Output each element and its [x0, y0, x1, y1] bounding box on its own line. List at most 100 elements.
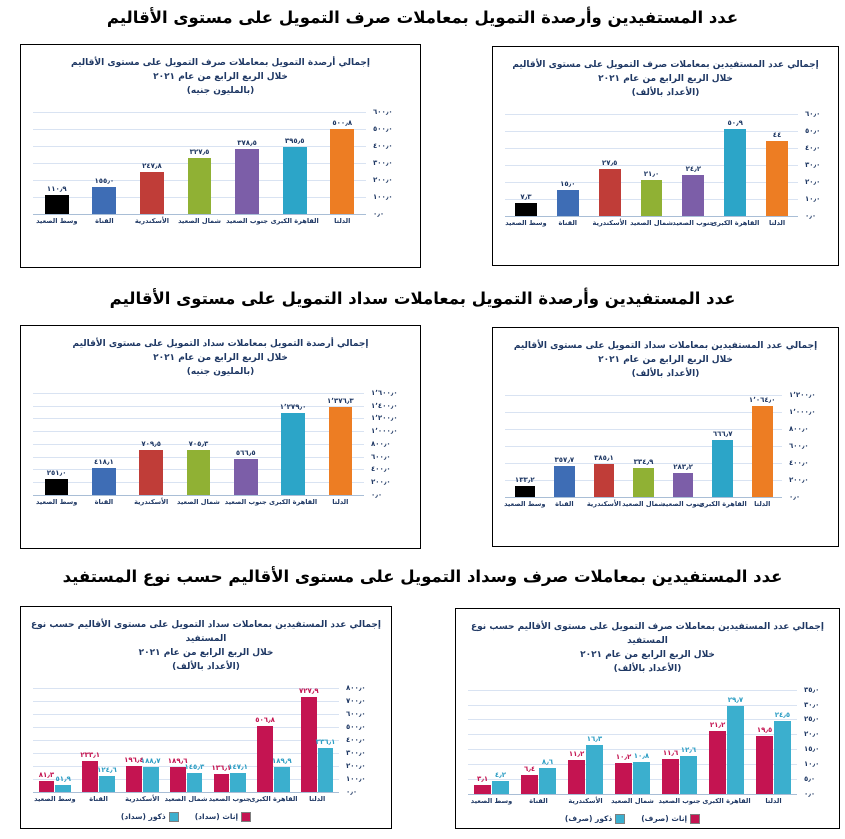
gridline [33, 111, 366, 113]
value-label: ٣٥٧٫٧ [554, 456, 575, 465]
category-column: ٧٠٩٫٥ [128, 393, 175, 495]
category-label: القناة [81, 217, 129, 225]
value-label: ١٨٨٫٧ [140, 757, 161, 766]
gridline [505, 147, 798, 149]
bar [680, 756, 697, 794]
chart-title-line: (الأعداد بالألف) [631, 87, 700, 98]
category-label: شمال الصعيد [630, 219, 673, 227]
y-tick-label: ٢٥٫٠ [804, 715, 820, 724]
category-label: شمال الصعيد [175, 498, 222, 506]
category-label: الأسكندرية [120, 795, 164, 803]
category-label-text: الأسكندرية [568, 796, 603, 805]
category-column: ٥٠٠٫٨ [318, 112, 366, 214]
bar-group: ١٬٣٧٦٫٣ [327, 397, 354, 495]
gridline [33, 418, 364, 420]
gridline [505, 428, 782, 430]
category-label-text: القاهرة الكبرى [270, 216, 319, 225]
category-column: ٢٧٫٥ [589, 114, 631, 216]
x-axis-labels: وسط الصعيد القناة الأسكندرية شمال الصعيد جنو… [33, 498, 364, 506]
gridline [33, 791, 339, 793]
value-label: ٣٫١ [476, 774, 489, 783]
bar-group: ٢١٫٢ [709, 721, 726, 794]
value-label: ١١٫٦ [662, 749, 679, 758]
category-label: وسط الصعيد [33, 498, 80, 506]
bar-group: ٦٫٤ [521, 765, 538, 794]
y-tick-label: ٥٠٠٫٠ [373, 124, 393, 133]
chart-body: ٢٥١٫٠ ٤١٨٫١ ٧٠٩٫٥ ٧٠٥٫٣ ٥٦٦٫٥ ١٬٢٧٩٫٠ ١٬٣٧٦٫٣ و… [29, 389, 412, 506]
y-tick-label: ١٥٫٠ [804, 745, 820, 754]
bar [317, 748, 334, 792]
bar [55, 785, 72, 792]
category-column: ٧٢٧٫٩ ٣٣٦٫١ [295, 687, 339, 792]
bar-group: ٣٩٥٫٥ [282, 137, 307, 214]
y-tick-label: ٦٠٠٫٠ [346, 709, 366, 718]
bar [586, 745, 603, 794]
value-label: ٥٦٦٫٥ [235, 448, 256, 457]
category-label-text: الأسكندرية [125, 794, 160, 803]
category-label: وسط الصعيد [504, 500, 545, 508]
bar-group: ٧٠٩٫٥ [139, 440, 164, 495]
y-tick-label: ٠٫٠ [346, 787, 358, 796]
category-label-text: القاهرة الكبرى [268, 497, 318, 506]
category-label: الأسكندرية [128, 217, 176, 225]
category-label: الدلتا [756, 219, 798, 227]
bar [140, 171, 164, 214]
bar [515, 203, 537, 216]
bar-group: ١٢٤٫٦ [97, 766, 117, 792]
bar-group: ٣٢٧٫٥ [187, 148, 212, 214]
chart-repayment-balances: إجمالي أرصدة التمويل بمعاملات سداد التمو… [20, 325, 421, 549]
gridline [33, 726, 339, 728]
category-label: القاهرة الكبرى [702, 797, 750, 805]
category-label-text: وسط الصعيد [470, 796, 513, 805]
category-label-text: القاهرة الكبرى [249, 794, 298, 803]
y-tick-label: ٥٠٫٠ [805, 126, 821, 135]
plot-column: ٣٫١ ٤٫٢ ٦٫٤ ٨٫٦ ١١٫٢ ١٦٫٣ ١٠٫٢ ١٠٫٨ ١١٫٦ ١٢٫٦ ٢١٫٢… [464, 689, 797, 824]
y-tick-label: ٦٠٠٫٠ [373, 107, 393, 116]
y-axis: ٨٠٠٫٠ ٧٠٠٫٠ ٦٠٠٫٠ ٥٠٠٫٠ ٤٠٠٫٠ ٣٠٠٫٠ ٢٠٠٫٠ ١٠٠٫٠… [339, 684, 383, 796]
value-label: ٢٥١٫٠ [46, 468, 67, 477]
plot-area: ٣٫١ ٤٫٢ ٦٫٤ ٨٫٦ ١١٫٢ ١٦٫٣ ١٠٫٢ ١٠٫٨ ١١٫٦ ١٢٫٦ ٢١٫٢… [468, 689, 797, 795]
bar [492, 781, 509, 794]
bar-group: ٤٤ [766, 131, 788, 216]
y-tick-label: ١٬٦٠٠٫٠ [371, 388, 398, 397]
category-column: ٧٠٥٫٣ [175, 393, 222, 495]
category-label-text: القاهرة الكبرى [698, 499, 747, 508]
y-tick-label: ٧٠٠٫٠ [346, 696, 366, 705]
bar [751, 406, 773, 497]
gridline [505, 411, 782, 413]
y-tick-label: ١٬٠٠٠٫٠ [789, 407, 816, 416]
chart-title: إجمالي عدد المستفيدين بمعاملات سداد التم… [501, 340, 830, 382]
value-label: ٢١٫٢ [709, 720, 726, 729]
gridline [505, 462, 782, 464]
value-label: ٣٩٥٫٥ [284, 136, 305, 145]
category-label: القاهرة الكبرى [249, 794, 298, 803]
category-label-text: شمال الصعيد [164, 794, 208, 803]
y-tick-label: ٤٠٠٫٠ [371, 465, 391, 474]
y-tick-label: ٤٠٠٫٠ [373, 141, 393, 150]
category-label-text: شمال الصعيد [611, 796, 654, 805]
category-column: ٣٧٨٫٥ [223, 112, 271, 214]
bar [233, 458, 258, 495]
value-label: ٢١٫٠ [643, 170, 660, 179]
y-tick-label: ٢٠٠٫٠ [789, 475, 809, 484]
gridline [33, 145, 366, 147]
category-label: القاهرة الكبرى [268, 497, 318, 506]
chart-body: ١٣٣٫٢ ٣٥٧٫٧ ٣٨٥٫١ ٣٣٤٫٩ ٢٨٣٫٢ ٦٦٦٫٧ ١٬٠٦٤٫٠ وسط… [501, 391, 830, 508]
chart-disbursement-balances: إجمالي أرصدة التمويل بمعاملات صرف التموي… [20, 44, 421, 268]
chart-title-line: إجمالي عدد المستفيدين بمعاملات سداد التم… [31, 620, 381, 644]
chart-title-line: (الأعداد بالألف) [172, 661, 240, 672]
chart-title-line: خلال الربع الرابع من عام ٢٠٢١ [598, 354, 733, 365]
category-label: القاهرة الكبرى [699, 500, 747, 508]
bar-group: ١٣٣٫٢ [514, 476, 536, 497]
y-tick-label: ٨٠٠٫٠ [371, 439, 391, 448]
y-tick-label: ٣٠٠٫٠ [373, 158, 393, 167]
gridline [505, 164, 798, 166]
y-tick-label: ٣٠٫٠ [804, 700, 820, 709]
chart-title-line: (بالمليون جنيه) [186, 85, 255, 96]
gridline [505, 394, 782, 396]
plot-column: ٨١٫٣ ٥١٫٩ ٢٣٣٫١ ١٢٤٫٦ ١٩٦٫٤ ١٨٨٫٧ ١٨٩٫٦ ١٤٥٫٣ ١٣… [29, 687, 339, 822]
category-label: شمال الصعيد [164, 795, 208, 803]
y-tick-label: ٦٠٠٫٠ [789, 441, 809, 450]
legend-label: ذكور (سداد) [120, 812, 166, 822]
bar-group: ١٨٩٫٦ [168, 757, 188, 792]
